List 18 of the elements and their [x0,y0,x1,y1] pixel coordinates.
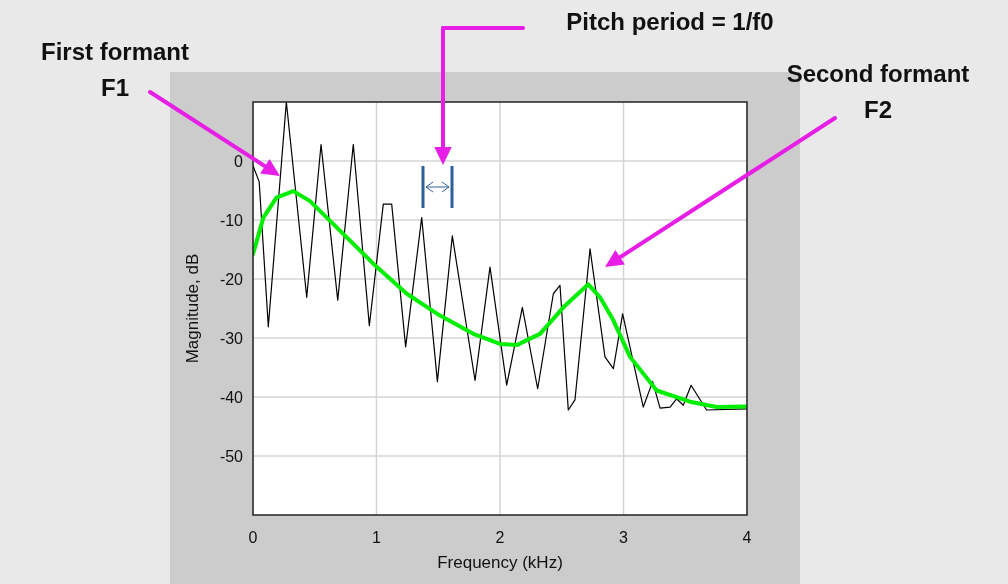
y-tick-label: -20 [219,271,244,288]
y-axis-title: Magnitude, dB [183,253,202,364]
y-tick-label: -10 [219,212,244,229]
y-tick-label: -40 [219,389,244,406]
y-tick-label: -50 [219,448,244,465]
line-series [253,189,747,410]
text: Second formant F2 [786,60,970,123]
y-tick-label: 0 [234,153,244,170]
x-tick-label: 1 [372,529,382,546]
x-tick-label: 4 [742,529,752,546]
line-series [253,102,747,411]
y-tick-label: -30 [219,330,244,347]
x-axis-title: Frequency (kHz) [437,553,563,572]
text: Pitch period = 1/f0 [566,8,774,35]
x-tick-label: 3 [619,529,629,546]
x-tick-label: 2 [495,529,505,546]
text: First formant F1 [40,38,190,101]
x-tick-label: 0 [248,529,258,546]
